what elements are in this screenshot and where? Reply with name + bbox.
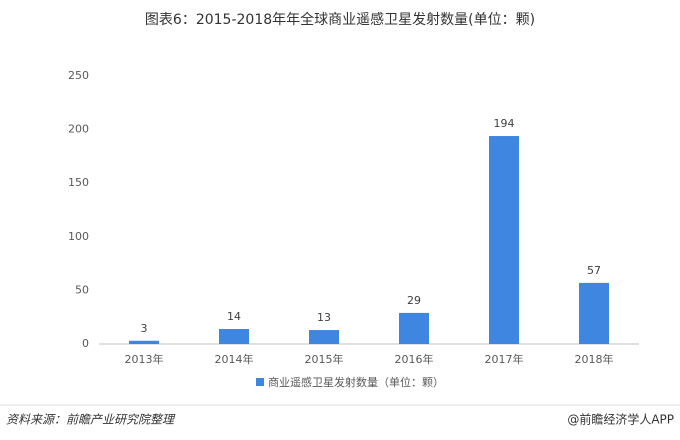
y-tick-label: 150 bbox=[68, 176, 89, 189]
legend-swatch bbox=[256, 378, 264, 386]
bar bbox=[219, 328, 249, 344]
x-tick-label: 2018年 bbox=[575, 352, 614, 366]
bar bbox=[579, 282, 609, 344]
chart-title: 图表6：2015-2018年年全球商业遥感卫星发射数量(单位：颗) bbox=[145, 11, 535, 28]
y-tick-label: 50 bbox=[75, 283, 89, 296]
x-tick-label: 2015年 bbox=[305, 352, 344, 366]
x-tick-label: 2013年 bbox=[125, 352, 164, 366]
y-tick-label: 200 bbox=[68, 123, 89, 136]
x-tick-label: 2014年 bbox=[215, 352, 254, 366]
x-tick-label: 2017年 bbox=[485, 352, 524, 366]
data-label: 13 bbox=[317, 311, 331, 324]
y-tick-label: 0 bbox=[82, 337, 89, 350]
data-label: 57 bbox=[587, 264, 601, 277]
bar bbox=[489, 136, 519, 344]
y-tick-label: 250 bbox=[68, 69, 89, 82]
data-label: 29 bbox=[407, 294, 421, 307]
bar bbox=[399, 312, 429, 344]
bar bbox=[309, 330, 339, 344]
bar bbox=[129, 340, 159, 344]
data-label: 14 bbox=[227, 310, 241, 323]
data-label: 3 bbox=[141, 322, 148, 335]
source-note: 资料来源：前瞻产业研究院整理 bbox=[6, 413, 176, 427]
credit: @前瞻经济学人APP bbox=[567, 412, 674, 427]
data-label: 194 bbox=[494, 117, 515, 130]
legend-label: 商业遥感卫星发射数量（单位：颗） bbox=[268, 375, 444, 389]
y-tick-label: 100 bbox=[68, 230, 89, 243]
x-tick-label: 2016年 bbox=[395, 352, 434, 366]
